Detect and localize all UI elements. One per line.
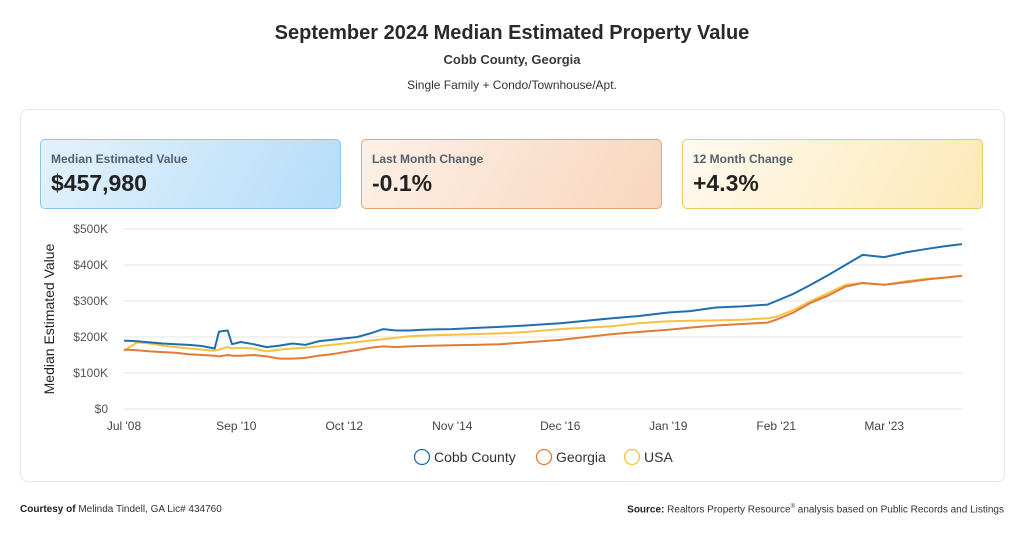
y-tick-label: $0 (95, 402, 109, 416)
y-axis-ticks: $0 $100K $200K $300K $400K $500K (73, 222, 108, 416)
courtesy-note: Courtesy of Melinda Tindell, GA Lic# 434… (20, 504, 222, 515)
legend-label: Cobb County (434, 449, 516, 465)
x-tick-label: Feb '21 (756, 419, 796, 433)
source-text-post: analysis based on Public Records and Lis… (794, 504, 1004, 516)
location-subtitle: Cobb County, Georgia (443, 52, 581, 67)
stat-label: Median Estimated Value (51, 152, 188, 166)
legend-label: Georgia (556, 449, 606, 465)
legend-item-cobb-county[interactable]: Cobb County (413, 448, 516, 466)
source-text: Realtors Property Resource (667, 504, 791, 516)
source-label: Source: (627, 504, 665, 516)
stat-value: $457,980 (51, 170, 147, 196)
legend-marker-icon (623, 448, 641, 466)
stat-label: 12 Month Change (693, 152, 794, 166)
legend: Cobb County Georgia USA (413, 448, 674, 466)
courtesy-label: Courtesy of (20, 504, 76, 515)
stat-value: -0.1% (372, 170, 433, 196)
source-note: Source: Realtors Property Resource® anal… (627, 504, 1004, 515)
x-tick-label: Jan '19 (649, 419, 688, 433)
legend-marker-icon (535, 448, 553, 466)
stat-last-month-change: Last Month Change -0.1% (361, 139, 662, 209)
x-axis-ticks: Jul '08 Sep '10 Oct '12 Nov '14 Dec '16 Jan '… (107, 419, 905, 433)
y-tick-label: $500K (73, 222, 108, 236)
y-tick-label: $100K (73, 366, 108, 380)
x-tick-label: Nov '14 (432, 419, 473, 433)
series-line-usa (123, 274, 963, 353)
stat-label: Last Month Change (372, 152, 484, 166)
series-line-cobb-county (123, 243, 963, 350)
x-tick-label: Oct '12 (325, 419, 363, 433)
y-tick-label: $300K (73, 294, 108, 308)
y-tick-label: $400K (73, 258, 108, 272)
courtesy-text: Melinda Tindell, GA Lic# 434760 (78, 504, 222, 515)
x-tick-label: Sep '10 (216, 419, 257, 433)
x-tick-label: Mar '23 (864, 419, 904, 433)
stat-median-value: Median Estimated Value $457,980 (40, 139, 341, 209)
legend-item-usa[interactable]: USA (623, 448, 674, 466)
page-title: September 2024 Median Estimated Property… (274, 22, 750, 44)
registered-mark: ® (790, 504, 795, 510)
legend-marker-icon (413, 448, 431, 466)
series-lines (123, 243, 963, 360)
legend-label: USA (644, 449, 673, 465)
y-axis-label: Median Estimated Value (41, 243, 57, 394)
grid-lines (124, 228, 962, 410)
legend-item-georgia[interactable]: Georgia (535, 448, 607, 466)
y-tick-label: $200K (73, 330, 108, 344)
stat-value: +4.3% (693, 170, 759, 196)
stat-12-month-change: 12 Month Change +4.3% (682, 139, 983, 209)
x-tick-label: Dec '16 (540, 419, 581, 433)
property-types-subtitle: Single Family + Condo/Townhouse/Apt. (407, 78, 617, 92)
series-line-georgia (123, 274, 963, 360)
x-tick-label: Jul '08 (107, 419, 142, 433)
